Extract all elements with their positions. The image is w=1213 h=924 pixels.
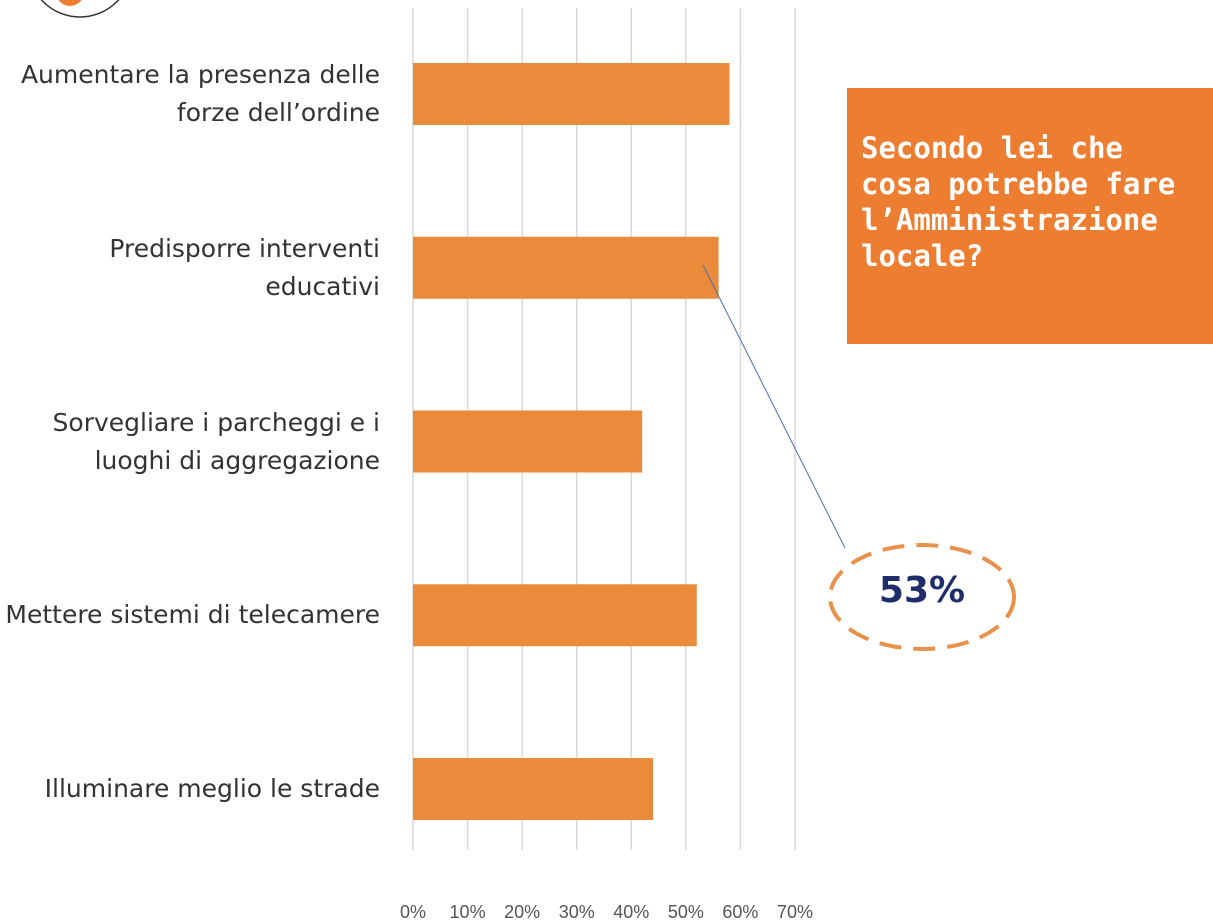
x-tick-label: 30%: [559, 902, 595, 922]
y-tick-label: Sorvegliare i parcheggi e i luoghi di ag…: [52, 407, 380, 475]
y-tick-label: Illuminare meglio le strade: [44, 774, 380, 803]
bar: [413, 584, 697, 647]
bar: [413, 236, 719, 299]
leader-line: [702, 264, 846, 549]
bar: [413, 410, 643, 473]
x-tick-label: 10%: [450, 902, 486, 922]
y-tick-label: Mettere sistemi di telecamere: [5, 600, 380, 630]
bar: [413, 63, 730, 125]
annotation: 53%: [878, 570, 966, 611]
x-tick-label: 50%: [668, 902, 704, 922]
bar: [413, 758, 654, 820]
x-tick-label: 0%: [400, 902, 426, 922]
x-tick-label: 20%: [504, 902, 540, 922]
x-tick-label: 60%: [722, 902, 758, 922]
x-tick-label: 70%: [777, 902, 813, 922]
y-tick-label: Predisporre interventi educativi: [109, 233, 380, 301]
category-label-box: Predisporre interventi educativi: [0, 208, 380, 328]
category-label-box: Sorvegliare i parcheggi e i luoghi di ag…: [0, 382, 380, 502]
x-tick-label: 40%: [613, 902, 649, 922]
logo-ring: [40, 0, 120, 18]
category-label-box: Illuminare meglio le strade: [0, 729, 380, 849]
category-label-box: Aumentare la presenza delle forze dell’o…: [0, 34, 380, 154]
title-box: Secondo lei che cosa potrebbe fare l’Amm…: [847, 88, 1213, 344]
category-label-box: Mettere sistemi di telecamere: [0, 555, 380, 675]
annotation-ring: [828, 543, 1016, 651]
logo-dot: [58, 0, 82, 6]
y-tick-label: Aumentare la presenza delle forze dell’o…: [20, 60, 380, 127]
